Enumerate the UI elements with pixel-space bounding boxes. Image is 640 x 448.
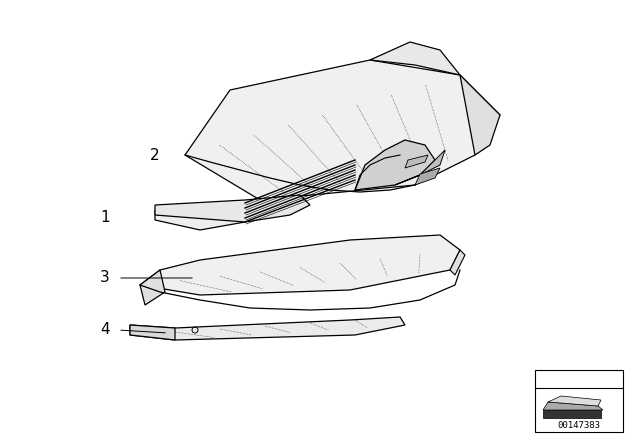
Polygon shape	[155, 195, 310, 222]
Polygon shape	[140, 270, 165, 305]
Polygon shape	[370, 42, 460, 75]
Polygon shape	[460, 75, 500, 155]
Polygon shape	[155, 210, 245, 230]
Bar	[535, 370, 623, 432]
Text: 2: 2	[150, 147, 160, 163]
Bar	[543, 410, 601, 418]
Polygon shape	[140, 235, 460, 295]
Polygon shape	[130, 325, 175, 340]
Polygon shape	[548, 396, 601, 406]
Polygon shape	[450, 250, 465, 275]
Text: 00147383: 00147383	[557, 421, 600, 430]
Polygon shape	[405, 155, 428, 168]
Text: 3: 3	[100, 271, 110, 285]
Polygon shape	[185, 60, 500, 200]
Text: 4: 4	[100, 323, 110, 337]
Polygon shape	[415, 168, 440, 185]
Polygon shape	[130, 317, 405, 340]
Polygon shape	[395, 150, 445, 185]
Polygon shape	[355, 140, 435, 190]
Polygon shape	[543, 402, 603, 410]
Text: 1: 1	[100, 210, 110, 224]
